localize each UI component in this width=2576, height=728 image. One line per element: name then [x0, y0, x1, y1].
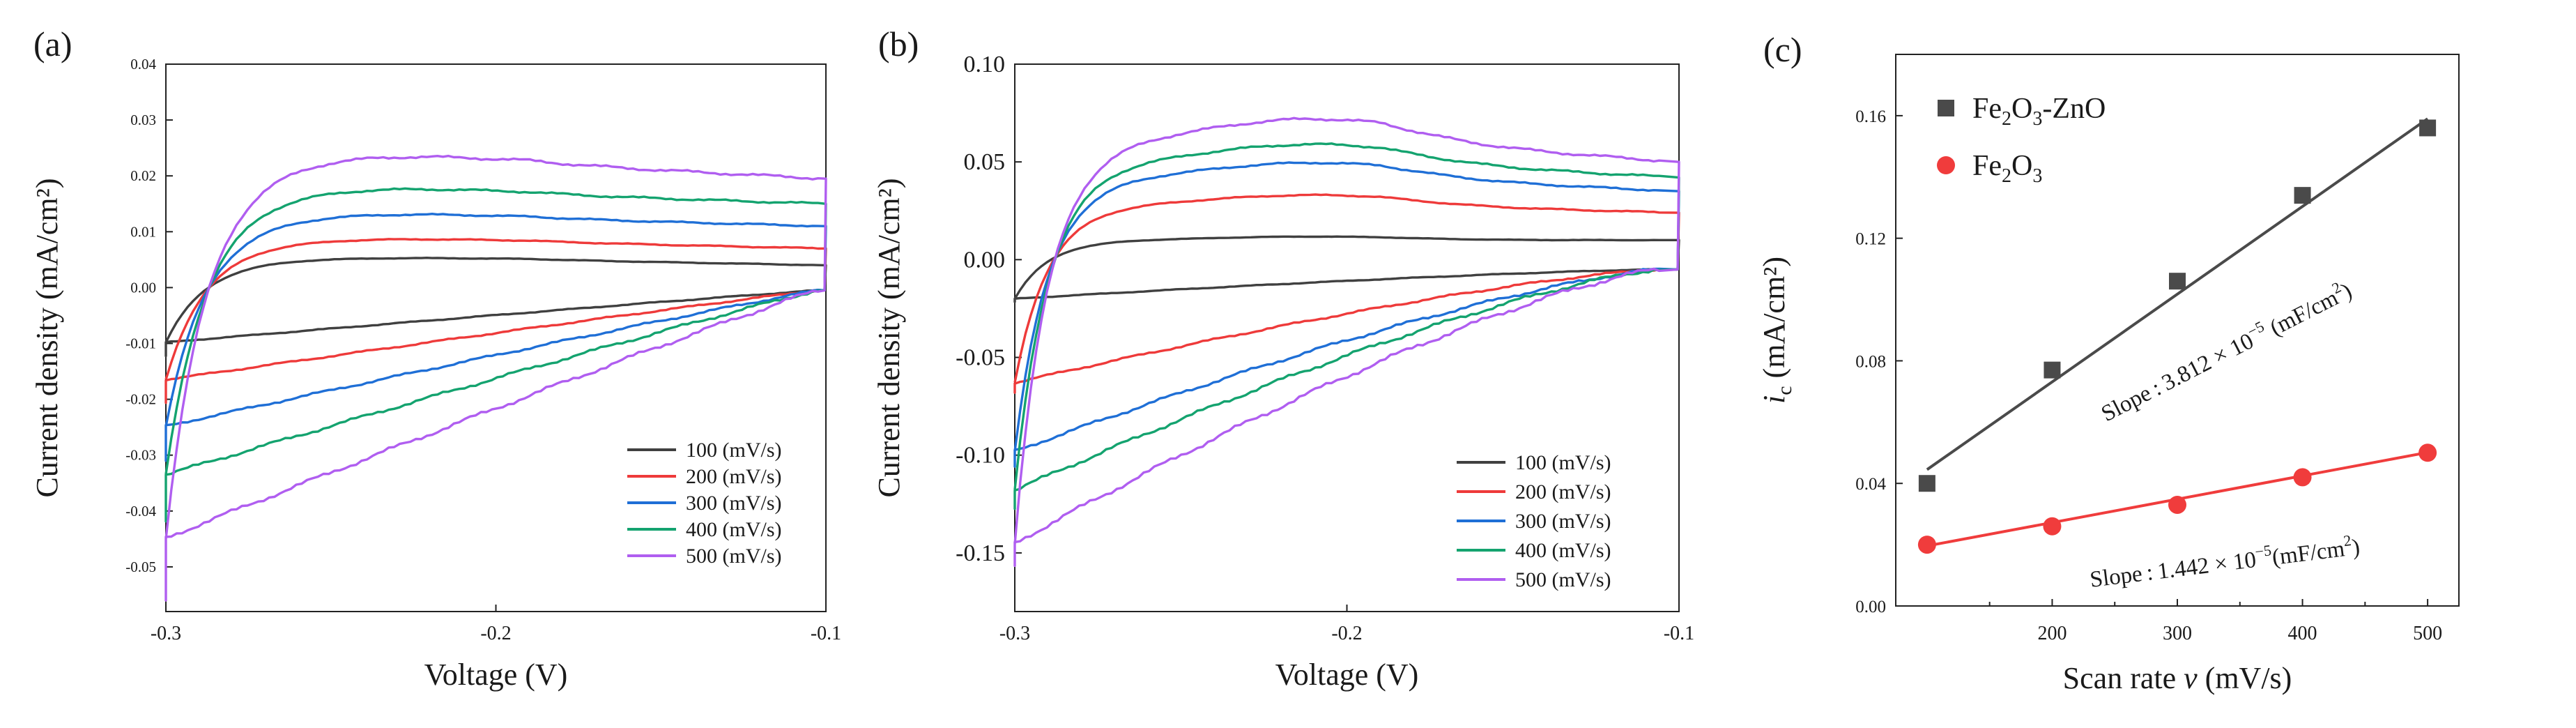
- y-tick-label: 0.00: [964, 247, 1006, 273]
- y-tick-label: 0.16: [1855, 107, 1886, 126]
- legend-label: 100 (mV/s): [1515, 451, 1611, 474]
- y-tick-label: 0.00: [1855, 598, 1886, 616]
- y-tick-label: -0.05: [956, 345, 1005, 371]
- data-point-circle: [2168, 495, 2186, 514]
- slope-annotation: Slope : 1.442 × 10−5(mF/cm2): [2088, 531, 2361, 593]
- legend-marker-circle: [1937, 156, 1955, 174]
- legend-label: 500 (mV/s): [1515, 568, 1611, 591]
- panel-b: 0.10 0.05 0.00 -0.05 -0.10 -0.15 -0.3 -0.2 -0.1 V…: [872, 24, 1694, 692]
- x-axis-title: Scan rate v (mV/s): [2063, 661, 2292, 695]
- x-tick-label: -0.3: [999, 623, 1030, 644]
- legend-label: 500 (mV/s): [686, 545, 782, 568]
- x-tick-label: 500: [2413, 623, 2442, 644]
- x-tick-label: -0.2: [1331, 623, 1362, 644]
- y-tick-label: 0.04: [130, 56, 156, 73]
- y-tick-label: 0.02: [130, 167, 156, 184]
- x-tick-label: 400: [2288, 623, 2317, 644]
- legend-label: 300 (mV/s): [1515, 510, 1611, 533]
- legend-label: Fe2O3-ZnO: [1972, 93, 2106, 130]
- data-point-square: [2294, 187, 2311, 204]
- y-tick-label: -0.01: [125, 335, 156, 352]
- y-tick-label: -0.03: [125, 447, 156, 464]
- plot-frame: [1895, 54, 2460, 607]
- data-point-circle: [2043, 517, 2062, 536]
- cv-curve: [164, 154, 827, 602]
- x-tick-label: 300: [2163, 623, 2192, 644]
- panel-c: 0.00 0.04 0.08 0.12 0.16 200 300 400 500 Scan rat…: [1757, 30, 2460, 695]
- x-axis-title: Voltage (V): [424, 658, 568, 692]
- y-tick-label: -0.15: [956, 540, 1005, 566]
- panel-label: (a): [33, 24, 72, 63]
- panel-label: (b): [878, 24, 919, 63]
- data-point-square: [2169, 273, 2186, 290]
- y-tick-label: 0.03: [130, 112, 156, 128]
- x-tick-label: -0.2: [480, 623, 511, 644]
- legend-label: 300 (mV/s): [686, 492, 782, 515]
- cv-curve: [1013, 116, 1680, 568]
- y-tick-label: 0.04: [1855, 475, 1886, 494]
- slope-annotation: Slope : 3.812 × 10−5 (mF/cm2): [2096, 275, 2356, 427]
- y-tick-label: 0.01: [130, 223, 156, 240]
- y-tick-label: 0.05: [964, 149, 1006, 175]
- data-point-circle: [1917, 536, 1936, 554]
- legend-label: Fe2O3: [1972, 150, 2042, 187]
- y-tick-label: -0.05: [125, 559, 156, 575]
- y-tick-label: 0.10: [964, 52, 1006, 77]
- legend-label: 400 (mV/s): [1515, 539, 1611, 562]
- panel-label: (c): [1763, 30, 1802, 69]
- data-point-circle: [2418, 443, 2437, 462]
- legend-label: 200 (mV/s): [686, 465, 782, 488]
- data-point-circle: [2293, 468, 2312, 487]
- y-tick-label: -0.02: [125, 391, 156, 408]
- legend-marker-square: [1938, 100, 1954, 116]
- data-point-square: [2044, 361, 2061, 379]
- cv-curve: [164, 213, 827, 462]
- y-axis-title: ic (mA/cm²): [1757, 257, 1796, 404]
- legend-label: 200 (mV/s): [1515, 480, 1611, 503]
- x-tick-label: -0.3: [151, 623, 181, 644]
- y-axis-title: Current density (mA/cm²): [30, 179, 64, 498]
- x-axis-title: Voltage (V): [1275, 658, 1419, 692]
- y-tick-label: 0.08: [1855, 352, 1886, 371]
- cv-curve: [1013, 235, 1680, 303]
- x-tick-label: -0.1: [811, 623, 841, 644]
- panel-a: 0.04 0.03 0.02 0.01 0.00 -0.01 -0.02 -0.03 -0.04…: [30, 24, 841, 692]
- y-tick-label: -0.10: [956, 443, 1005, 469]
- y-tick-label: 0.12: [1855, 230, 1886, 249]
- legend-label: 400 (mV/s): [686, 518, 782, 541]
- fit-line: [1926, 117, 2429, 471]
- y-tick-label: 0.00: [130, 279, 156, 296]
- y-axis-title: Current density (mA/cm²): [872, 179, 906, 498]
- data-point-square: [1918, 475, 1935, 492]
- legend-label: 100 (mV/s): [686, 439, 782, 462]
- data-point-square: [2419, 119, 2437, 137]
- x-tick-label: 200: [2037, 623, 2067, 644]
- y-tick-label: -0.04: [125, 503, 156, 520]
- x-tick-label: -0.1: [1664, 623, 1694, 644]
